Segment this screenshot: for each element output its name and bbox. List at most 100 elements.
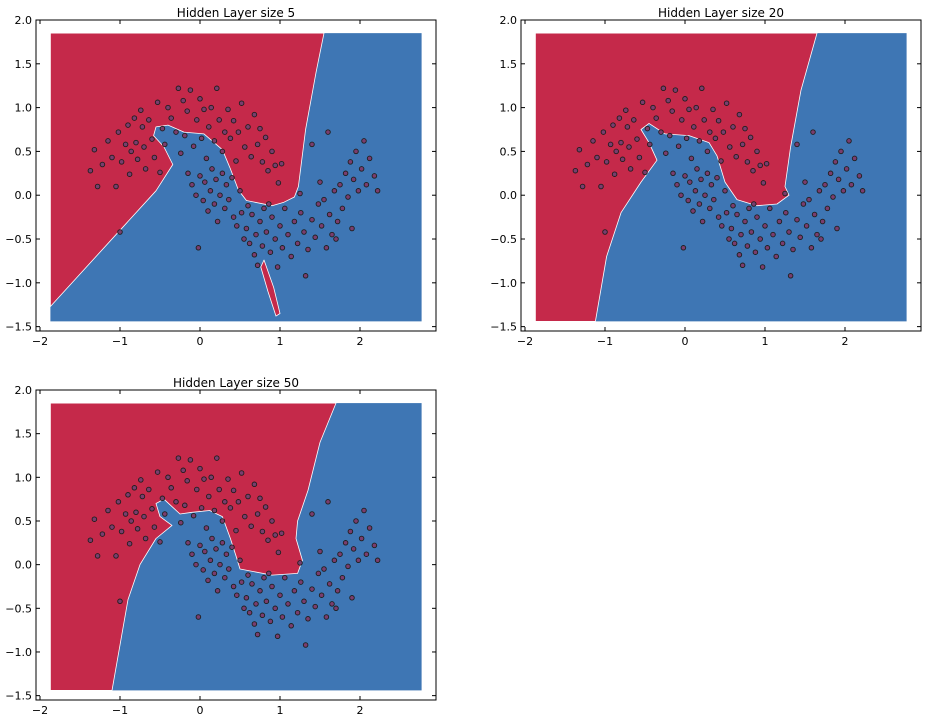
data-point: [142, 166, 149, 172]
data-point: [349, 595, 355, 601]
data-point: [302, 642, 309, 648]
data-point: [126, 540, 133, 547]
data-point: [754, 148, 760, 155]
data-point: [808, 245, 815, 251]
data-point: [109, 154, 115, 161]
data-point: [267, 249, 274, 255]
data-point: [274, 633, 281, 640]
data-point: [318, 223, 325, 229]
data-point: [277, 592, 283, 598]
axes-frame: [35, 389, 437, 701]
data-point: [708, 181, 715, 188]
data-point: [266, 201, 272, 207]
data-point: [235, 499, 242, 505]
data-point: [178, 519, 184, 526]
data-point: [618, 139, 624, 146]
data-point: [272, 162, 278, 169]
x-tick-label: −2: [517, 335, 533, 348]
data-point: [128, 148, 134, 155]
data-point: [786, 229, 792, 235]
data-point: [680, 245, 687, 251]
data-point: [197, 465, 203, 472]
data-point: [265, 167, 271, 174]
data-point: [331, 188, 338, 194]
data-point: [782, 190, 788, 197]
data-point: [159, 125, 166, 132]
data-point: [197, 173, 203, 179]
data-point: [214, 85, 220, 92]
data-point: [347, 159, 354, 165]
y-tick-label: 1.0: [15, 102, 33, 115]
y-tick-label: −0.5: [490, 233, 517, 246]
decision-region-red: [50, 402, 337, 691]
data-point: [285, 601, 291, 607]
data-point: [730, 124, 736, 130]
data-point: [157, 539, 163, 545]
data-point: [636, 154, 643, 161]
decision-region-red-island: [260, 259, 281, 317]
data-point: [122, 141, 129, 148]
data-point: [846, 138, 852, 144]
data-point: [173, 499, 179, 505]
data-point: [594, 154, 600, 161]
data-point: [182, 502, 188, 509]
y-tick-label: 0.5: [15, 515, 33, 528]
data-point: [272, 605, 278, 612]
data-point: [339, 574, 346, 581]
data-point: [267, 618, 274, 625]
data-point: [265, 537, 271, 543]
data-point: [371, 173, 378, 179]
subplot-title: Hidden Layer size 50: [173, 376, 299, 390]
data-point: [325, 129, 331, 135]
data-point: [190, 512, 197, 519]
data-point: [262, 504, 269, 510]
y-tick-label: 1.0: [500, 102, 518, 115]
y-tick-label: −1.5: [5, 321, 32, 334]
data-point: [165, 104, 171, 111]
data-point: [707, 205, 713, 212]
data-point: [234, 223, 240, 229]
data-point: [257, 495, 263, 502]
data-point: [125, 122, 131, 128]
data-point: [694, 166, 700, 172]
data-point: [329, 231, 335, 238]
data-point: [634, 136, 640, 142]
data-point: [222, 499, 228, 505]
data-point: [154, 469, 161, 475]
data-point: [353, 148, 359, 155]
data-point: [91, 146, 98, 153]
data-point: [157, 169, 163, 176]
data-point: [278, 530, 285, 536]
data-point: [246, 609, 253, 616]
data-point: [222, 129, 228, 135]
x-tick-label: 2: [357, 704, 364, 717]
data-point: [245, 572, 251, 578]
data-point: [197, 96, 203, 102]
data-point: [366, 525, 373, 531]
decision-region-red: [50, 32, 325, 307]
data-point: [238, 209, 245, 216]
data-point: [803, 223, 810, 229]
data-point: [146, 486, 152, 493]
data-point: [363, 551, 370, 557]
data-point: [349, 225, 355, 232]
data-point: [693, 104, 699, 111]
data-point: [168, 485, 174, 491]
data-point: [211, 138, 218, 144]
data-point: [339, 205, 346, 212]
data-point: [91, 516, 98, 522]
data-point: [309, 586, 315, 592]
data-point: [787, 273, 794, 279]
data-point: [208, 474, 214, 481]
data-point: [278, 160, 285, 167]
data-point: [631, 117, 637, 123]
data-point: [794, 141, 800, 148]
x-tick-label: 1: [277, 704, 284, 717]
data-point: [342, 540, 349, 546]
y-tick-label: 2.0: [500, 14, 518, 27]
data-point: [282, 205, 288, 212]
data-point: [275, 180, 282, 186]
data-point: [660, 85, 667, 92]
data-point: [180, 97, 186, 104]
data-point: [710, 106, 716, 113]
